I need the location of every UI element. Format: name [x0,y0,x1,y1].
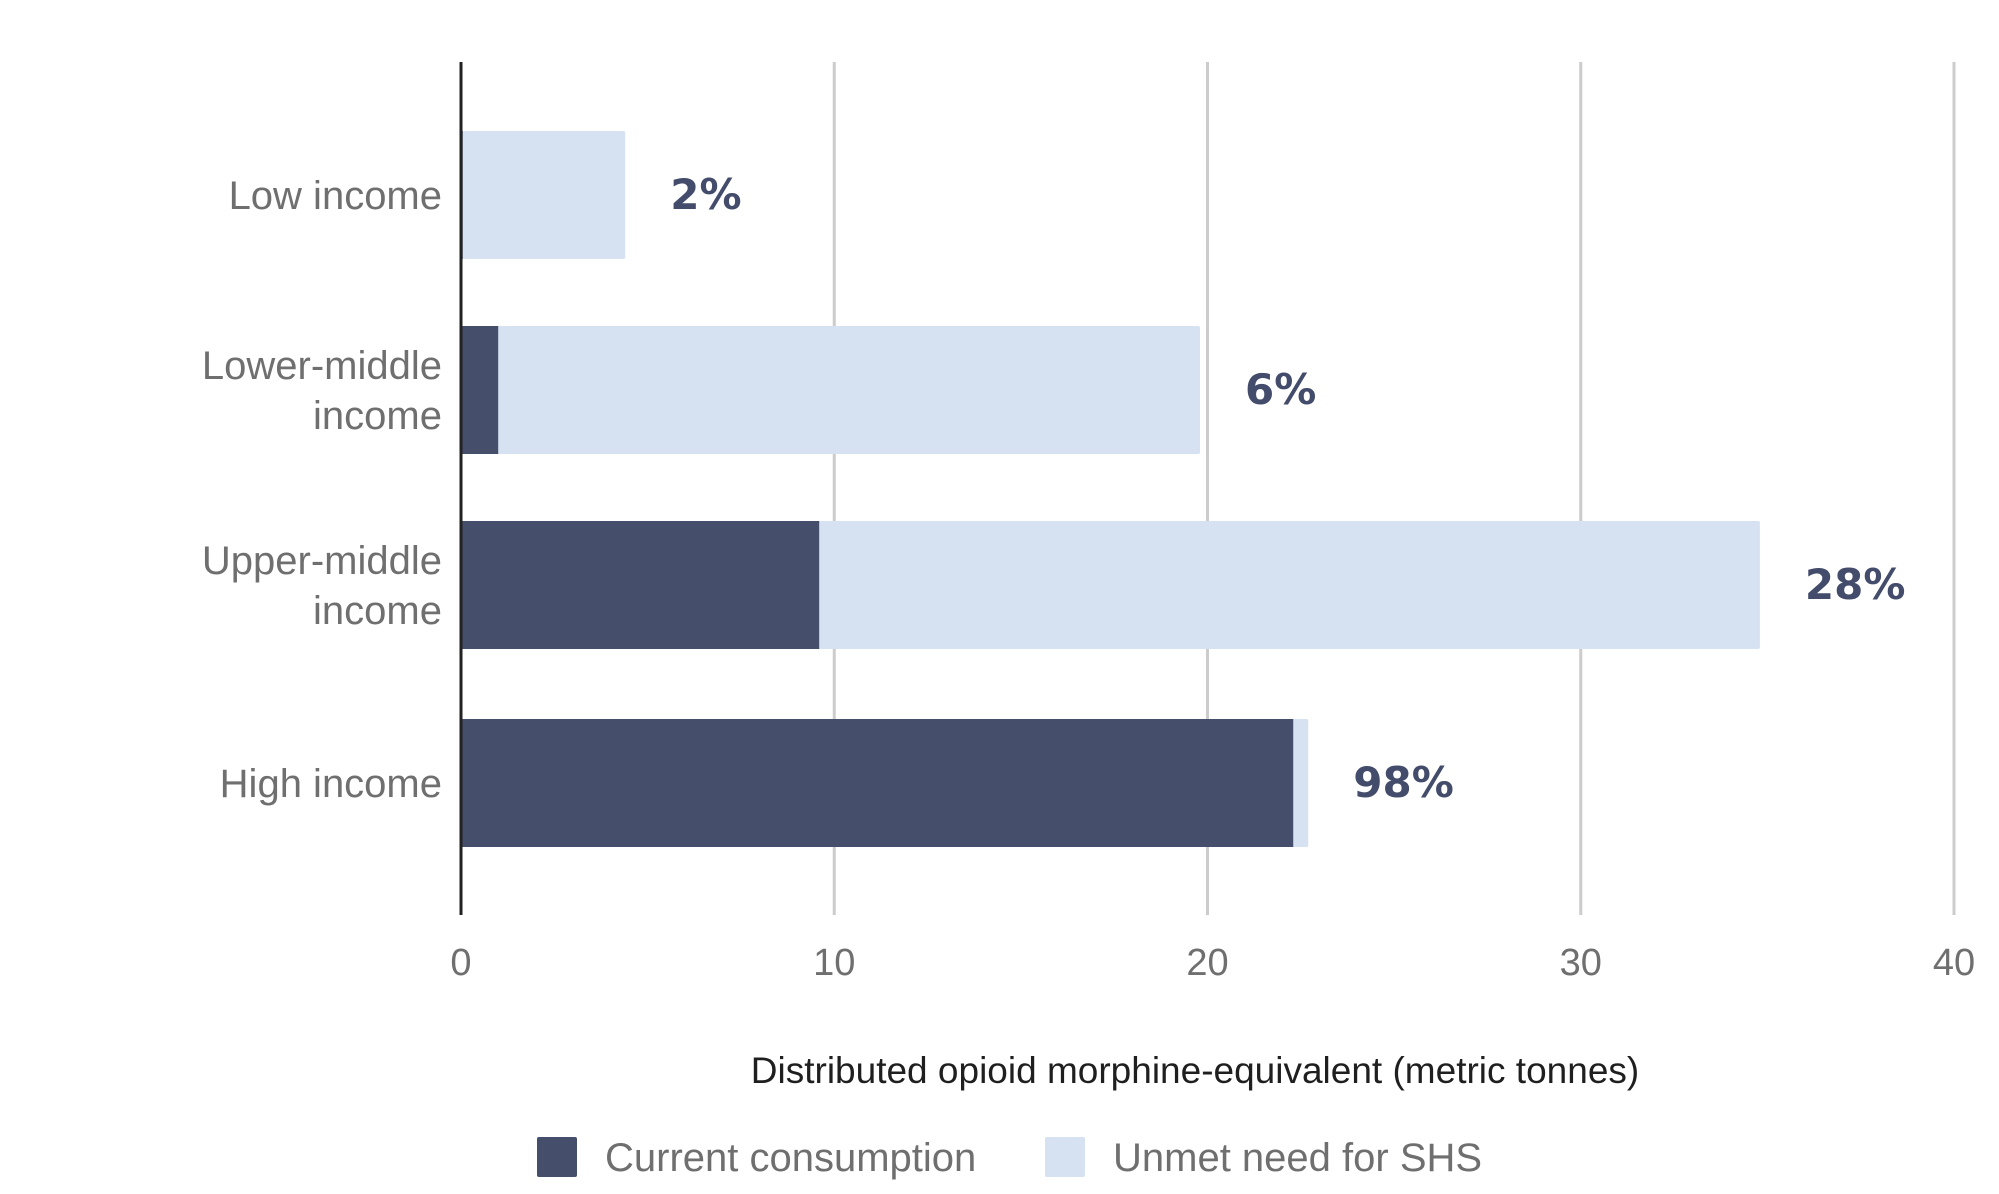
bar-unmet-1 [498,326,1201,454]
bar-current-2 [461,521,820,649]
legend-swatch-unmet [1045,1137,1085,1177]
bar-unmet-2 [819,521,1760,649]
x-tick-label-30: 30 [1560,942,1602,984]
x-tick-label-10: 10 [813,942,855,984]
x-tick-label-40: 40 [1933,942,1975,984]
legend-swatch-current [537,1137,577,1177]
x-axis-title: Distributed opioid morphine-equivalent (… [751,1050,1639,1091]
data-label-0: 2% [670,170,741,219]
bars [461,131,1760,847]
legend: Current consumption Unmet need for SHS [537,1136,1482,1180]
category-label-1-line-1: income [313,394,442,438]
data-label-1: 6% [1245,365,1316,414]
data-label-3: 98% [1353,758,1454,807]
category-labels: Low income Lower-middle income Upper-middle… [202,174,442,806]
x-tick-labels: 0 10 20 30 40 [450,942,1975,984]
legend-label-unmet: Unmet need for SHS [1113,1136,1482,1180]
bar-unmet-3 [1293,719,1309,847]
legend-label-current: Current consumption [605,1136,976,1180]
x-tick-label-20: 20 [1186,942,1228,984]
category-label-1-line-0: Lower-middle [202,344,442,388]
category-label-3-line-0: High income [220,762,442,806]
bar-current-1 [461,326,499,454]
x-tick-label-0: 0 [450,942,471,984]
category-label-0-line-0: Low income [229,174,442,218]
category-label-2-line-0: Upper-middle [202,539,442,583]
data-labels: 2% 6% 28% 98% [670,170,1905,807]
category-label-2-line-1: income [313,589,442,633]
bar-unmet-0 [462,131,626,259]
bar-current-3 [461,719,1294,847]
data-label-2: 28% [1805,560,1906,609]
